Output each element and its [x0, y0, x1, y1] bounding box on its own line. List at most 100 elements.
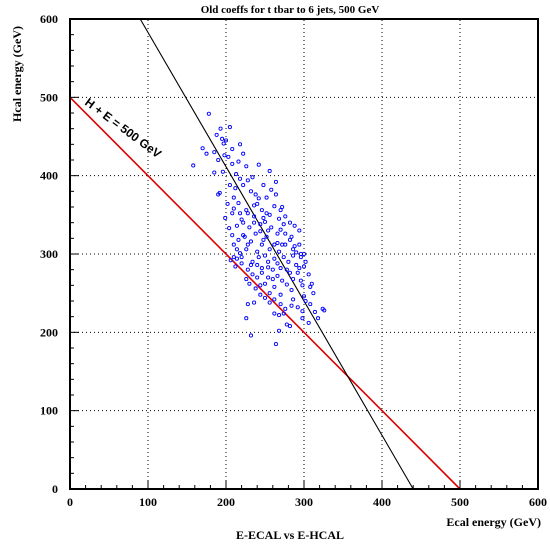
data-point	[218, 126, 223, 131]
data-point	[287, 220, 293, 225]
data-point	[221, 141, 226, 146]
data-point	[216, 192, 221, 197]
y-axis-ticks: 0 100 200 300 400 500 600	[40, 12, 79, 496]
x-tick-label: 100	[139, 495, 157, 509]
data-point	[245, 178, 250, 183]
data-point	[291, 253, 296, 258]
data-point	[278, 208, 283, 213]
data-point	[244, 164, 249, 169]
data-point	[241, 220, 246, 225]
data-point	[226, 154, 231, 159]
data-point	[234, 223, 239, 228]
data-point	[244, 277, 249, 282]
data-point	[239, 217, 244, 222]
data-point	[266, 265, 271, 270]
data-point	[259, 242, 264, 247]
data-point	[275, 273, 280, 278]
data-point	[275, 261, 280, 266]
y-tick-label: 500	[40, 90, 58, 104]
chart-subtitle: E-ECAL vs E-HCAL	[236, 528, 344, 542]
data-point	[264, 234, 269, 239]
y-tick-label: 400	[40, 169, 58, 183]
chart-title: Old coeffs for t tbar to 6 jets, 500 GeV	[201, 4, 380, 16]
data-point	[245, 211, 250, 216]
data-point	[252, 203, 257, 208]
data-point	[270, 267, 275, 272]
data-point	[301, 294, 307, 299]
data-point	[236, 159, 241, 164]
data-point	[223, 215, 228, 221]
data-point	[223, 138, 229, 143]
data-point	[267, 247, 272, 252]
data-point	[234, 172, 239, 177]
data-point	[214, 132, 219, 137]
data-point	[275, 231, 280, 236]
data-point	[231, 195, 236, 200]
data-point	[230, 211, 235, 216]
data-point	[283, 214, 288, 219]
data-point	[204, 151, 209, 156]
data-point	[287, 270, 293, 275]
data-point	[278, 227, 283, 232]
data-point	[222, 153, 227, 158]
data-point	[264, 195, 269, 200]
data-point	[248, 262, 254, 268]
data-point	[278, 266, 283, 271]
data-point	[311, 291, 316, 296]
data-point	[287, 324, 293, 329]
data-point	[281, 311, 286, 316]
data-point	[261, 237, 266, 242]
data-point	[267, 291, 272, 296]
data-point	[258, 229, 263, 234]
data-point	[244, 316, 249, 321]
fit-line	[139, 18, 414, 490]
data-point	[278, 302, 283, 307]
data-point	[269, 187, 274, 192]
y-tick-label: 100	[40, 404, 58, 418]
data-point	[272, 204, 277, 209]
y-axis-title: Hcal energy (GeV)	[10, 26, 24, 122]
data-point	[297, 266, 302, 271]
data-point	[262, 295, 268, 300]
data-point	[239, 255, 244, 260]
data-point	[227, 125, 232, 130]
data-point	[300, 309, 305, 314]
sum-500-gev-line	[69, 96, 461, 490]
data-point	[255, 262, 260, 268]
data-point	[308, 284, 313, 289]
data-point	[309, 281, 314, 286]
data-point	[252, 300, 257, 305]
data-point	[300, 283, 305, 288]
data-point	[267, 168, 272, 174]
data-point	[301, 264, 307, 269]
data-point	[220, 136, 225, 141]
data-point	[306, 272, 311, 277]
data-point	[295, 305, 300, 310]
data-point	[262, 281, 268, 286]
data-point	[247, 225, 252, 230]
data-point	[250, 272, 255, 277]
x-tick-label: 300	[295, 495, 313, 509]
data-point	[239, 261, 244, 266]
data-point	[255, 201, 260, 206]
data-point	[248, 189, 254, 194]
data-point	[253, 286, 258, 291]
data-point	[303, 259, 308, 264]
data-point	[259, 208, 264, 213]
data-point	[244, 247, 249, 252]
data-point	[236, 201, 241, 206]
data-point	[258, 292, 263, 297]
data-point	[272, 256, 277, 261]
data-point	[292, 244, 297, 249]
data-point	[264, 211, 269, 216]
data-point	[303, 298, 308, 304]
data-point	[294, 262, 299, 268]
data-point	[281, 255, 286, 260]
data-point	[252, 214, 257, 219]
data-point	[216, 157, 221, 163]
data-point	[266, 259, 271, 264]
data-point	[258, 222, 263, 227]
data-point	[306, 320, 311, 325]
x-tick-label: 200	[217, 495, 235, 509]
data-point	[287, 237, 293, 242]
